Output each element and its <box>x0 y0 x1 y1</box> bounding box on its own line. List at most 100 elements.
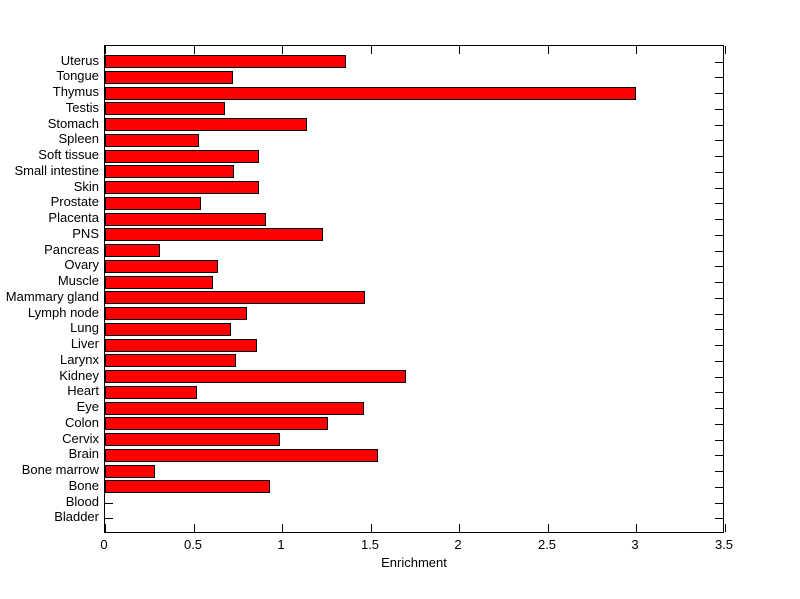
y-axis-label-tongue: Tongue <box>56 68 99 84</box>
bar-lung <box>105 323 231 336</box>
y-tick-right <box>715 487 723 488</box>
y-tick-right <box>715 503 723 504</box>
x-tick-label-2: 2 <box>454 537 462 552</box>
y-axis-label-larynx: Larynx <box>59 351 99 367</box>
y-tick-right <box>715 219 723 220</box>
bar-colon <box>105 417 328 430</box>
y-axis-label-skin: Skin <box>73 178 99 194</box>
bar-brain <box>105 449 378 462</box>
x-tick-top <box>282 46 283 54</box>
x-axis-title: Enrichment <box>381 555 447 570</box>
y-axis-label-small-intestine: Small intestine <box>14 162 99 178</box>
y-tick-right <box>715 298 723 299</box>
y-tick-right <box>715 440 723 441</box>
bar-spleen <box>105 134 199 147</box>
y-tick-right <box>715 77 723 78</box>
bar-tongue <box>105 71 233 84</box>
x-tick-top <box>725 46 726 54</box>
bar-soft-tissue <box>105 150 259 163</box>
x-tick-label-1: 1 <box>277 537 285 552</box>
bar-placenta <box>105 213 266 226</box>
y-axis-label-stomach: Stomach <box>47 115 99 131</box>
bar-heart <box>105 386 197 399</box>
bar-ovary <box>105 260 218 273</box>
x-tick-label-3: 3 <box>631 537 639 552</box>
x-tick-top <box>459 46 460 54</box>
y-tick-right <box>715 62 723 63</box>
bar-small-intestine <box>105 165 234 178</box>
y-axis-label-lymph-node: Lymph node <box>27 304 99 320</box>
y-axis-label-soft-tissue: Soft tissue <box>38 147 99 163</box>
y-axis-label-lung: Lung <box>70 320 99 336</box>
y-axis-label-pancreas: Pancreas <box>44 241 99 257</box>
y-tick-right <box>715 282 723 283</box>
y-tick-right <box>715 424 723 425</box>
y-axis-label-colon: Colon <box>65 414 99 430</box>
y-axis-label-testis: Testis <box>65 99 99 115</box>
y-axis-label-thymus: Thymus <box>52 84 99 100</box>
y-axis-label-bone: Bone <box>68 477 99 493</box>
y-axis-label-bladder: Bladder <box>54 509 99 525</box>
y-tick-right <box>715 361 723 362</box>
x-tick-bottom <box>194 524 195 532</box>
bar-testis <box>105 102 225 115</box>
y-tick-right <box>715 329 723 330</box>
y-tick-right <box>715 314 723 315</box>
bar-larynx <box>105 354 236 367</box>
y-axis-label-spleen: Spleen <box>58 131 99 147</box>
x-tick-bottom <box>282 524 283 532</box>
y-axis-label-liver: Liver <box>70 336 99 352</box>
x-tick-bottom <box>371 524 372 532</box>
y-axis-label-pns: PNS <box>72 225 99 241</box>
x-tick-top <box>636 46 637 54</box>
x-tick-bottom <box>548 524 549 532</box>
y-axis-label-mammary-gland: Mammary gland <box>5 288 99 304</box>
bar-muscle <box>105 276 213 289</box>
x-tick-label-1.5: 1.5 <box>360 537 380 552</box>
bar-thymus <box>105 87 636 100</box>
x-tick-bottom <box>459 524 460 532</box>
bar-cervix <box>105 433 280 446</box>
x-tick-bottom <box>725 524 726 532</box>
y-tick-right <box>715 377 723 378</box>
y-axis-label-cervix: Cervix <box>62 430 99 446</box>
bar-lymph-node <box>105 307 247 320</box>
bar-skin <box>105 181 259 194</box>
bar-bone <box>105 480 270 493</box>
y-axis-label-prostate: Prostate <box>50 194 99 210</box>
bar-eye <box>105 402 364 415</box>
y-axis-label-eye: Eye <box>76 399 99 415</box>
y-tick-right <box>715 345 723 346</box>
y-axis-label-ovary: Ovary <box>64 257 99 273</box>
bar-bone-marrow <box>105 465 155 478</box>
y-tick-right <box>715 188 723 189</box>
y-axis-label-muscle: Muscle <box>57 273 99 289</box>
bar-stomach <box>105 118 307 131</box>
bar-uterus <box>105 55 346 68</box>
bar-mammary-gland <box>105 291 365 304</box>
y-tick-right <box>715 392 723 393</box>
x-tick-label-0: 0 <box>100 537 108 552</box>
y-axis-label-placenta: Placenta <box>48 210 99 226</box>
y-tick-left-bladder <box>105 518 113 519</box>
y-tick-right <box>715 172 723 173</box>
x-tick-top <box>194 46 195 54</box>
bar-kidney <box>105 370 406 383</box>
y-tick-right <box>715 203 723 204</box>
y-axis-label-bone-marrow: Bone marrow <box>21 462 99 478</box>
y-tick-right <box>715 235 723 236</box>
y-axis-label-brain: Brain <box>68 446 99 462</box>
bar-liver <box>105 339 257 352</box>
y-axis-label-kidney: Kidney <box>59 367 99 383</box>
x-tick-label-3.5: 3.5 <box>714 537 734 552</box>
x-tick-top <box>371 46 372 54</box>
y-tick-right <box>715 408 723 409</box>
y-tick-right <box>715 471 723 472</box>
bar-pns <box>105 228 323 241</box>
y-tick-right <box>715 266 723 267</box>
y-tick-right <box>715 156 723 157</box>
x-tick-bottom <box>636 524 637 532</box>
y-tick-right <box>715 518 723 519</box>
y-tick-right <box>715 251 723 252</box>
